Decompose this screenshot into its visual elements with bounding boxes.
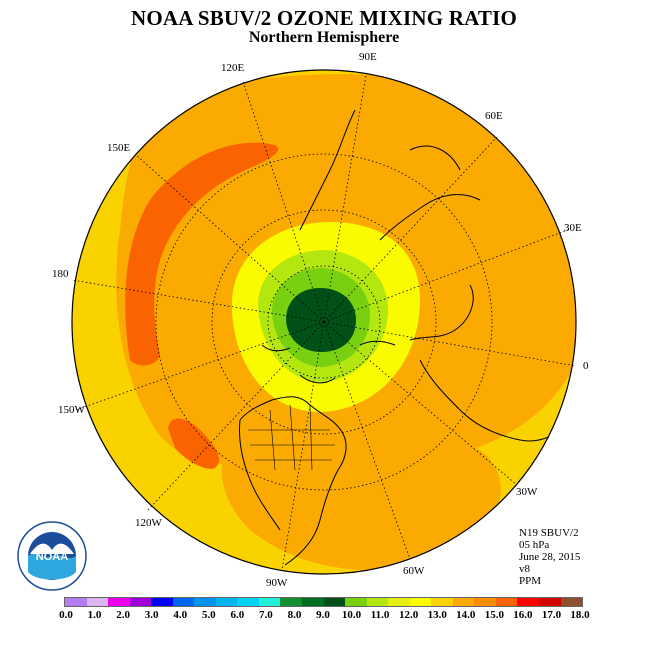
lon-label-90w: 90W (266, 577, 288, 589)
colorbar-swatch (345, 598, 367, 606)
meridian-90e (323, 74, 367, 323)
colorbar-swatch (474, 598, 496, 606)
colorbar-tick-label: 8.0 (287, 609, 302, 621)
colorbar-tick-label: 14.0 (456, 609, 476, 621)
colorbar-swatch (495, 598, 518, 606)
colorbar-swatch (194, 598, 216, 606)
colorbar-tick-label: 11.0 (370, 609, 390, 621)
colorbar-swatch (302, 598, 324, 606)
colorbar-tick-label: 6.0 (230, 609, 245, 621)
satellite-label: N19 SBUV/2 (519, 527, 579, 539)
colorbar-tick-label: 13.0 (427, 609, 447, 621)
colorbar-swatch (560, 598, 583, 606)
colorbar-swatch (151, 598, 173, 606)
colorbar-tick-label: 1.0 (87, 609, 102, 621)
lon-label-60e: 60E (485, 110, 503, 122)
ozone-band-15-16-pacific (168, 418, 220, 469)
colorbar-tick-label: 4.0 (173, 609, 188, 621)
colorbar-swatch (172, 598, 195, 606)
ozone-band-15-16 (125, 142, 279, 366)
colorbar-swatch (215, 598, 238, 606)
north-america-coastline (239, 396, 347, 566)
colorbar-swatch (86, 598, 109, 606)
colorbar-swatch (108, 598, 130, 606)
ozone-band-9-10 (286, 288, 356, 352)
colorbar-tick-label: 2.0 (116, 609, 130, 621)
colorbar-swatch (517, 598, 540, 606)
lon-label-60w: 60W (403, 565, 425, 577)
units-label: PPM (519, 575, 542, 587)
lon-label-180: 180 (52, 268, 69, 280)
colorbar-tick-label: 7.0 (259, 609, 273, 621)
colorbar-swatch (539, 598, 561, 606)
lon-label-120e: 120E (221, 62, 245, 74)
colorbar (64, 597, 583, 607)
graticule (71, 74, 577, 571)
colorbar-tick-label: 9.0 (316, 609, 330, 621)
colorbar-tick-label: 12.0 (399, 609, 419, 621)
colorbar-tick-label: 17.0 (541, 609, 562, 621)
map-subtitle: Northern Hemisphere (248, 29, 400, 46)
coastlines (239, 109, 576, 566)
lon-label-150e: 150E (107, 142, 131, 154)
state-boundaries (248, 404, 335, 471)
colorbar-tick-label: 0.0 (59, 609, 73, 621)
colorbar-swatch (323, 598, 346, 606)
lon-label-90e: 90E (359, 51, 377, 63)
lon-label-150w: 150W (58, 404, 85, 416)
noaa-logo-icon: NOAA (17, 521, 87, 591)
ozone-band-14-15-south (221, 417, 501, 570)
arctic-coastline (261, 340, 396, 384)
meridian-0 (323, 321, 577, 367)
colorbar-swatch (366, 598, 389, 606)
lon-label-30e: 30E (564, 222, 582, 234)
colorbar-swatch (258, 598, 281, 606)
colorbar-tick-label: 5.0 (201, 609, 216, 621)
colorbar-tick-label: 10.0 (341, 609, 362, 621)
colorbar-swatch (452, 598, 475, 606)
lon-label-30w: 30W (516, 486, 538, 498)
colorbar-tick-label: 3.0 (144, 609, 159, 621)
colorbar-swatch (431, 598, 453, 606)
colorbar-tick-label: 18.0 (570, 609, 590, 621)
colorbar-swatch (129, 598, 152, 606)
logo-text: NOAA (36, 551, 68, 563)
colorbar-swatch (65, 598, 87, 606)
asia-coastline (299, 109, 481, 241)
map-title: NOAA SBUV/2 OZONE MIXING RATIO (131, 6, 517, 30)
latitude-circle-60n (211, 209, 437, 435)
date-label: June 28, 2015 (519, 551, 581, 563)
meridian-180 (71, 279, 325, 323)
colorbar-tick-label: 15.0 (484, 609, 504, 621)
colorbar-swatch (409, 598, 432, 606)
colorbar-swatch (388, 598, 410, 606)
latitude-circle-75n (267, 265, 381, 379)
pressure-label: 05 hPa (519, 539, 550, 551)
ozone-contour-field (72, 70, 576, 574)
version-label: v8 (519, 563, 530, 575)
hemisphere-outline (71, 69, 577, 575)
meridian-120w (147, 321, 325, 511)
latitude-circle-30n (155, 153, 493, 491)
lon-label-120w: 120W (135, 517, 162, 529)
colorbar-swatch (280, 598, 303, 606)
colorbar-swatch (237, 598, 259, 606)
lon-label-0: 0 (583, 360, 589, 372)
colorbar-tick-label: 16.0 (513, 609, 533, 621)
